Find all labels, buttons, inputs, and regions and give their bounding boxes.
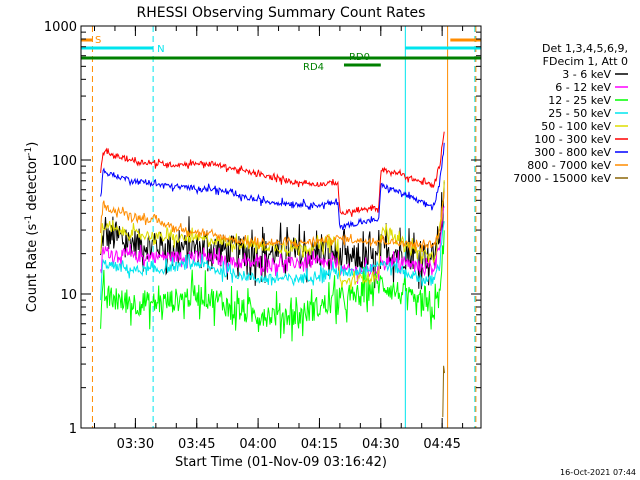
series-line-6 <box>100 142 445 231</box>
x-tick-label-0: 03:30 <box>117 437 154 452</box>
series-layer <box>100 131 445 418</box>
x-tick-label-5: 04:45 <box>423 437 460 452</box>
x-tick-label-2: 04:00 <box>239 437 276 452</box>
series-line-4 <box>100 180 445 290</box>
series-line-2 <box>100 230 445 342</box>
x-tick-label-1: 03:45 <box>178 437 215 452</box>
flag-label-rd4: RD4 <box>303 62 324 73</box>
legend-label-4: 50 - 100 keV <box>541 120 611 133</box>
x-tick-label-3: 04:15 <box>301 437 338 452</box>
y-axis-label: Count Rate (s-1 detector-1) <box>24 142 40 313</box>
legend: Det 1,3,4,5,6,9, FDecim 1, Att 0 3 - 6 k… <box>513 42 628 185</box>
y-tick-label-0: 1 <box>69 422 77 437</box>
x-axis-label: Start Time (01-Nov-09 03:16:42) <box>175 455 387 470</box>
legend-label-2: 12 - 25 keV <box>548 94 611 107</box>
y-tick-label-3: 1000 <box>44 20 77 35</box>
legend-header-line-2: FDecim 1, Att 0 <box>543 55 628 68</box>
y-axis: 1 10 100 1000 <box>44 20 481 437</box>
series-line-7 <box>100 191 445 252</box>
y-tick-label-2: 100 <box>52 154 77 169</box>
x-axis: 03:30 03:45 04:00 04:15 04:30 04:45 <box>93 26 464 452</box>
flag-label-n: N <box>157 44 164 55</box>
x-tick-label-4: 04:30 <box>362 437 399 452</box>
legend-label-8: 7000 - 15000 keV <box>513 172 611 185</box>
flag-layer: S N RD0 RD4 <box>81 35 481 73</box>
legend-label-7: 800 - 7000 keV <box>527 159 611 172</box>
flag-label-s: S <box>95 35 101 46</box>
y-tick-label-1: 10 <box>60 288 77 303</box>
chart-title: RHESSI Observing Summary Count Rates <box>137 5 426 21</box>
legend-label-6: 300 - 800 keV <box>534 146 611 159</box>
series-line-5 <box>100 131 445 217</box>
legend-header-line-1: Det 1,3,4,5,6,9, <box>542 42 628 55</box>
legend-label-5: 100 - 300 keV <box>534 133 611 146</box>
legend-label-3: 25 - 50 keV <box>548 107 611 120</box>
legend-label-0: 3 - 6 keV <box>562 68 611 81</box>
legend-label-1: 6 - 12 keV <box>555 81 611 94</box>
timestamp: 16-Oct-2021 07:44 <box>560 468 636 477</box>
series-line-3 <box>100 221 445 301</box>
series-line-1 <box>100 206 445 284</box>
flag-label-rd0: RD0 <box>349 52 370 63</box>
vertical-markers <box>81 26 477 428</box>
series-line-8 <box>442 365 445 418</box>
plot-frame <box>80 25 482 429</box>
